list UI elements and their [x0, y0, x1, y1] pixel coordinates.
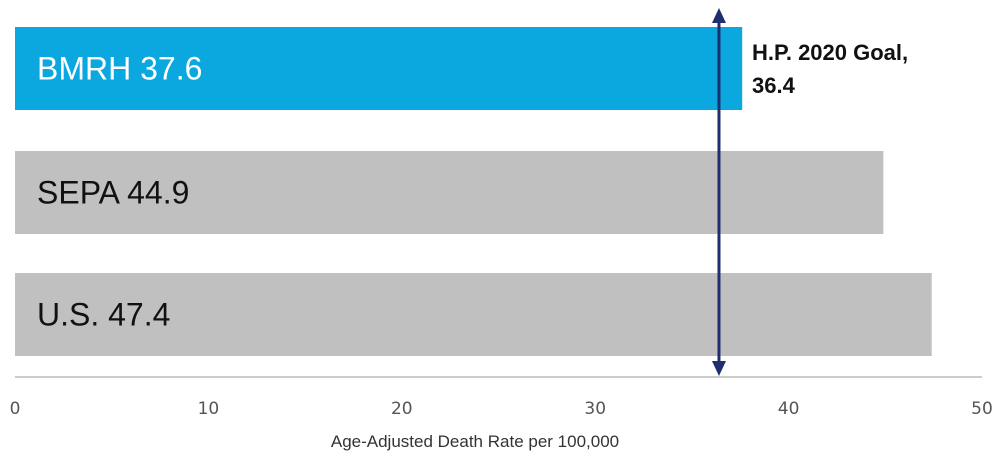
x-tick-label: 50 [971, 399, 993, 419]
goal-label-line: 36.4 [752, 73, 796, 98]
bar-label: SEPA 44.9 [37, 175, 189, 211]
goal-reference-group: H.P. 2020 Goal, 36.4 [711, 8, 908, 376]
bar-sepa [15, 151, 884, 234]
goal-arrowhead-down [711, 361, 726, 376]
x-tick-label: 0 [10, 399, 21, 419]
x-tick-label: 20 [391, 399, 413, 419]
bar-u-s [15, 273, 932, 356]
goal-label-line: H.P. 2020 Goal, [752, 40, 908, 65]
x-axis-title: Age-Adjusted Death Rate per 100,000 [331, 432, 619, 451]
bar-bmrh [15, 27, 743, 110]
x-tick-label: 10 [198, 399, 220, 419]
goal-arrowhead-up [711, 8, 726, 23]
bar-label: U.S. 47.4 [37, 297, 170, 333]
x-tick-label: 40 [778, 399, 800, 419]
x-tick-label: 30 [584, 399, 606, 419]
x-ticks-group: 0 10 20 30 40 50 [10, 399, 993, 419]
bar-label: BMRH 37.6 [37, 51, 202, 87]
bars-group: BMRH 37.6 SEPA 44.9 U.S. 47.4 [15, 27, 932, 356]
